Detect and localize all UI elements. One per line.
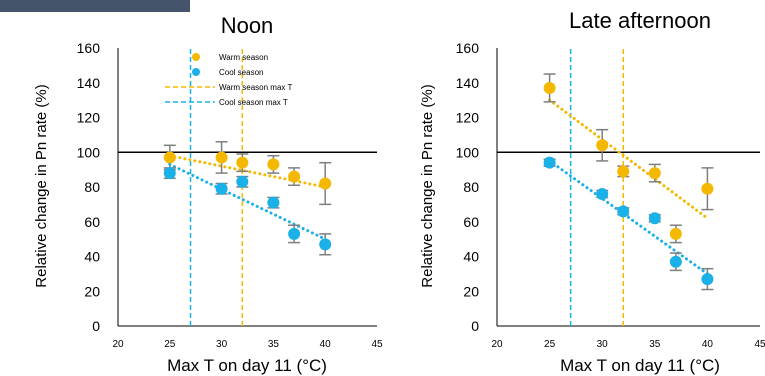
cool-data-point — [215, 182, 228, 195]
cool-data-point — [669, 255, 682, 268]
warm-data-point — [648, 167, 661, 180]
x-tick-label: 45 — [371, 339, 383, 350]
noon-x-ticks: 20 25 30 35 40 45 — [112, 339, 383, 350]
warm-data-point — [701, 182, 714, 195]
cool-data-point — [543, 156, 556, 169]
noon-panel: Noon Relative change in Pn rate (%) Max … — [33, 13, 383, 375]
warm-trend-line — [168, 154, 327, 189]
y-tick-label: 140 — [77, 75, 101, 91]
warm-data-point — [669, 227, 682, 240]
x-tick-label: 35 — [268, 339, 280, 350]
y-tick-label: 0 — [471, 318, 479, 334]
warm-data-point — [236, 156, 249, 169]
noon-y-ticks: 0 20 40 60 80 100 120 140 160 — [77, 40, 101, 334]
cool-data-point — [596, 187, 609, 200]
y-tick-label: 160 — [77, 40, 101, 56]
cool-data-point — [648, 212, 661, 225]
cool-data-point — [267, 196, 280, 209]
x-tick-label: 20 — [491, 339, 503, 350]
y-tick-label: 60 — [84, 214, 100, 230]
late-afternoon-x-axis-label: Max T on day 11 (°C) — [560, 356, 720, 375]
y-tick-label: 120 — [456, 110, 480, 126]
cool-data-point — [236, 175, 249, 188]
y-tick-label: 160 — [456, 40, 480, 56]
y-tick-label: 40 — [463, 249, 479, 265]
y-tick-label: 80 — [463, 179, 479, 195]
warm-data-point — [215, 151, 228, 164]
late-afternoon-y-ticks: 0 20 40 60 80 100 120 140 160 — [456, 40, 480, 334]
warm-data-point — [617, 165, 630, 178]
legend-warm-maxT-label: Warm season max T — [219, 83, 292, 92]
late-afternoon-plot-area — [496, 48, 760, 327]
y-tick-label: 80 — [84, 179, 100, 195]
y-tick-label: 100 — [456, 144, 480, 160]
corner-block — [0, 0, 190, 12]
noon-title: Noon — [221, 13, 274, 38]
late-afternoon-title: Late afternoon — [569, 8, 711, 33]
legend-cool-label: Cool season — [219, 68, 263, 77]
y-tick-label: 100 — [77, 144, 101, 160]
y-tick-label: 0 — [92, 318, 100, 334]
noon-y-axis-label: Relative change in Pn rate (%) — [33, 84, 50, 287]
y-tick-label: 140 — [456, 75, 480, 91]
legend-cool-marker — [192, 68, 200, 76]
warm-data-point — [288, 170, 301, 183]
warm-data-point — [596, 139, 609, 152]
late-afternoon-x-ticks: 20 25 30 35 40 45 — [491, 339, 765, 350]
x-tick-label: 20 — [112, 339, 124, 350]
x-tick-label: 30 — [216, 339, 228, 350]
warm-data-point — [319, 177, 332, 190]
x-tick-label: 40 — [320, 339, 332, 350]
warm-data-point — [163, 151, 176, 164]
warm-trend-line — [548, 98, 709, 220]
y-tick-label: 20 — [463, 283, 479, 299]
cool-trend-line — [548, 159, 709, 276]
cool-data-point — [163, 167, 176, 180]
cool-data-point — [319, 238, 332, 251]
x-tick-label: 25 — [164, 339, 176, 350]
legend-cool-maxT-label: Cool season max T — [219, 98, 288, 107]
cool-data-point — [701, 273, 714, 286]
y-tick-label: 20 — [84, 283, 100, 299]
y-tick-label: 40 — [84, 249, 100, 265]
x-tick-label: 25 — [544, 339, 556, 350]
cool-data-point — [617, 205, 630, 218]
legend-warm-marker — [192, 53, 200, 61]
late-afternoon-panel: Late afternoon Relative change in Pn rat… — [419, 8, 765, 375]
warm-data-point — [267, 158, 280, 171]
x-tick-label: 35 — [649, 339, 661, 350]
y-tick-label: 60 — [463, 214, 479, 230]
x-tick-label: 45 — [754, 339, 765, 350]
cool-data-point — [288, 227, 301, 240]
warm-data-point — [543, 81, 556, 94]
noon-x-axis-label: Max T on day 11 (°C) — [167, 356, 327, 375]
y-tick-label: 120 — [77, 110, 101, 126]
noon-legend: Warm season Cool season Warm season max … — [165, 53, 292, 107]
x-tick-label: 40 — [702, 339, 714, 350]
legend-warm-label: Warm season — [219, 53, 268, 62]
late-afternoon-y-axis-label: Relative change in Pn rate (%) — [419, 84, 436, 287]
noon-plot-area — [117, 48, 377, 327]
cool-trend-line — [168, 162, 327, 241]
x-tick-label: 30 — [597, 339, 609, 350]
